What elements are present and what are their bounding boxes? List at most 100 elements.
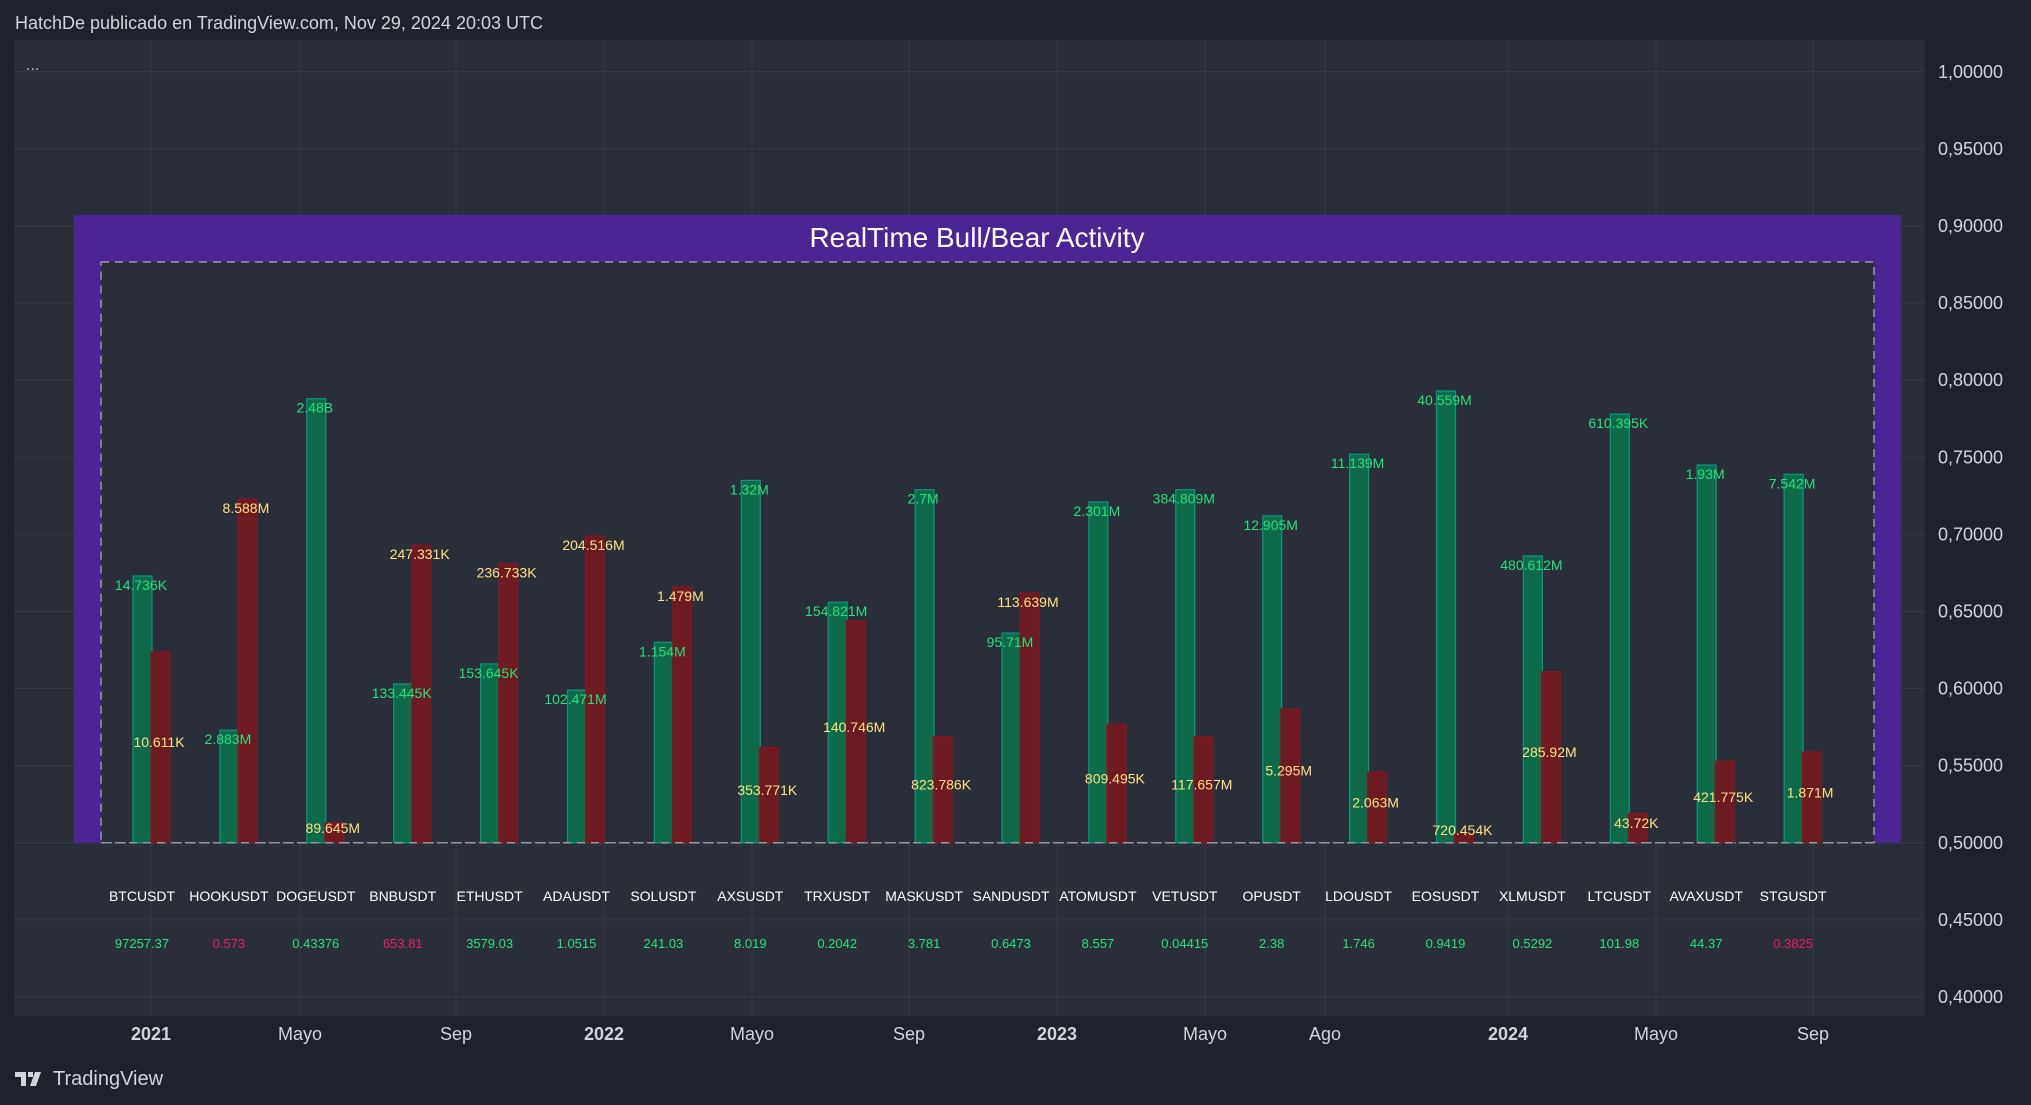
bear-bar[interactable] <box>498 563 519 844</box>
price-label: 44.37 <box>1690 936 1723 951</box>
symbol-label: AVAXUSDT <box>1670 888 1744 904</box>
bull-bar[interactable] <box>1522 555 1544 844</box>
bear-bar[interactable] <box>1627 813 1648 844</box>
price-label: 1.746 <box>1342 936 1375 951</box>
chart-frame[interactable]: RealTime Bull/Bear Activity 14.736K 10.61… <box>14 40 2017 1052</box>
y-tick-label: 0,80000 <box>1938 370 2003 390</box>
bear-value-label: 140.746M <box>823 719 885 735</box>
symbol-label: OPUSDT <box>1243 888 1302 904</box>
symbol-label: ETHUSDT <box>457 888 524 904</box>
bear-value-label: 823.786K <box>911 777 972 793</box>
x-tick-label: Ago <box>1309 1024 1341 1044</box>
x-tick-label: Mayo <box>1634 1024 1678 1044</box>
bear-bar[interactable] <box>1280 708 1301 844</box>
symbol-label: AXSUSDT <box>717 888 784 904</box>
bear-value-label: 204.516M <box>562 537 624 553</box>
bull-bar[interactable] <box>1001 632 1022 844</box>
bear-bar[interactable] <box>671 586 692 844</box>
x-tick-label: 2022 <box>584 1024 624 1044</box>
bear-bar[interactable] <box>758 746 779 844</box>
bull-value-label: 95.71M <box>987 634 1034 650</box>
footer: TradingView <box>15 1065 163 1093</box>
bull-bar[interactable] <box>480 663 501 844</box>
time-axis[interactable] <box>14 1016 1925 1052</box>
x-tick-label: Sep <box>1797 1024 1829 1044</box>
y-axis-ticks: 1,00000 0,95000 0,90000 0,85000 0,80000 0,750… <box>1938 62 2003 1007</box>
y-tick-label: 1,00000 <box>1938 62 2003 82</box>
bear-bar[interactable] <box>237 498 258 844</box>
labels-layer: 14.736K 10.611K BTCUSDT 97257.37 2.883M 8.588… <box>109 392 1834 951</box>
bear-value-label: 1.871M <box>1787 784 1834 800</box>
y-tick-label: 0,70000 <box>1938 524 2003 544</box>
bear-value-label: 247.331K <box>390 546 451 562</box>
bull-bar[interactable] <box>914 489 935 844</box>
bull-value-label: 2.883M <box>205 731 252 747</box>
chart-title: RealTime Bull/Bear Activity <box>809 222 1144 253</box>
chart-svg[interactable]: RealTime Bull/Bear Activity 14.736K 10.61… <box>14 40 2017 1052</box>
price-label: 241.03 <box>644 936 684 951</box>
price-axis[interactable] <box>1925 40 2017 1052</box>
symbol-label: SANDUSDT <box>972 888 1049 904</box>
x-tick-label: Sep <box>893 1024 925 1044</box>
bear-bar[interactable] <box>1019 592 1040 844</box>
bull-value-label: 40.559M <box>1417 392 1471 408</box>
bear-value-label: 5.295M <box>1265 763 1312 779</box>
y-tick-label: 0,85000 <box>1938 293 2003 313</box>
bear-value-label: 2.063M <box>1352 794 1399 810</box>
bull-bar[interactable] <box>566 689 588 844</box>
price-label: 0.6473 <box>991 936 1031 951</box>
price-label: 0.43376 <box>292 936 339 951</box>
bear-value-label: 113.639M <box>997 594 1058 610</box>
bull-bar[interactable] <box>1435 390 1457 844</box>
bull-value-label: 2.48B <box>297 400 334 416</box>
y-tick-label: 0,90000 <box>1938 216 2003 236</box>
bear-value-label: 720.454K <box>1433 822 1494 838</box>
x-tick-label: 2024 <box>1488 1024 1528 1044</box>
bull-bar[interactable] <box>306 398 327 844</box>
legend-menu[interactable]: ... <box>26 57 39 74</box>
bull-bar[interactable] <box>1348 453 1370 844</box>
bull-value-label: 102.471M <box>544 691 606 707</box>
y-tick-label: 0,40000 <box>1938 987 2003 1007</box>
x-axis-ticks: 2021 Mayo Sep 2022 Mayo Sep 2023 Mayo Ago 2024 May… <box>131 1024 1829 1044</box>
x-tick-label: Mayo <box>278 1024 322 1044</box>
price-label: 3.781 <box>908 936 941 951</box>
bull-bar[interactable] <box>1088 501 1109 844</box>
price-label: 8.019 <box>734 936 767 951</box>
bear-value-label: 8.588M <box>223 500 270 516</box>
price-label: 2.38 <box>1259 936 1284 951</box>
bear-bar[interactable] <box>585 535 605 844</box>
bull-bar[interactable] <box>132 575 153 844</box>
price-label: 101.98 <box>1599 936 1639 951</box>
x-tick-label: Mayo <box>1183 1024 1227 1044</box>
bear-bar[interactable] <box>324 822 345 844</box>
bear-bar[interactable] <box>845 620 866 844</box>
bull-value-label: 1.32M <box>730 481 769 497</box>
bull-bar[interactable] <box>1609 413 1630 844</box>
symbol-label: ADAUSDT <box>543 888 610 904</box>
symbol-label: VETUSDT <box>1152 888 1218 904</box>
y-tick-label: 0,65000 <box>1938 602 2003 622</box>
y-tick-label: 0,45000 <box>1938 910 2003 930</box>
y-tick-label: 0,60000 <box>1938 679 2003 699</box>
bull-bar[interactable] <box>1696 464 1717 844</box>
bull-value-label: 1.93M <box>1686 466 1725 482</box>
price-label: 1.0515 <box>557 936 597 951</box>
bull-bar[interactable] <box>653 641 675 844</box>
panel-inner <box>101 262 1874 843</box>
symbol-label: LTCUSDT <box>1588 888 1652 904</box>
bull-bar[interactable] <box>1783 473 1804 844</box>
price-label: 0.04415 <box>1161 936 1208 951</box>
bull-bar[interactable] <box>393 683 414 844</box>
bull-value-label: 133.445K <box>372 685 433 701</box>
bear-value-label: 1.479M <box>657 588 704 604</box>
y-tick-label: 0,55000 <box>1938 756 2003 776</box>
symbol-label: MASKUSDT <box>885 888 963 904</box>
bear-bar[interactable] <box>1714 760 1735 844</box>
symbol-label: XLMUSDT <box>1499 888 1566 904</box>
bear-bar[interactable] <box>411 544 432 844</box>
bear-bar[interactable] <box>1193 735 1214 844</box>
publish-header: HatchDe publicado en TradingView.com, No… <box>15 13 543 33</box>
bear-value-label: 117.657M <box>1171 777 1232 793</box>
bull-bar[interactable] <box>1262 515 1283 844</box>
